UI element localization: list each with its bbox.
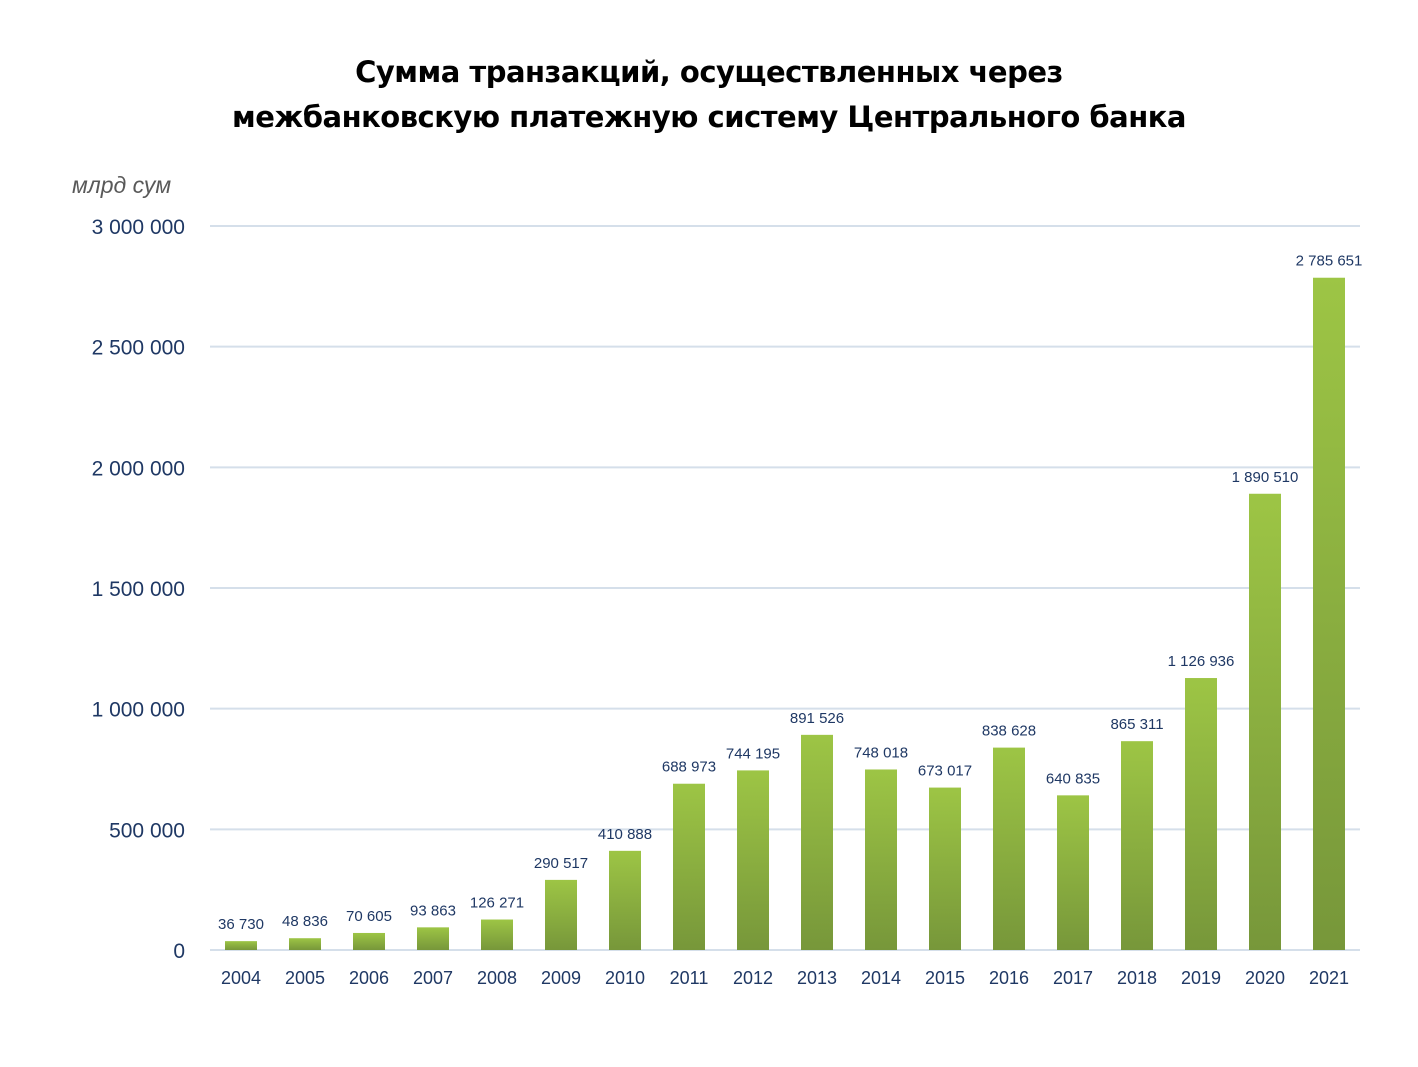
x-tick-label: 2015	[925, 968, 965, 988]
chart-title-line-1: Сумма транзакций, осуществленных через	[355, 55, 1063, 89]
x-tick-label: 2010	[605, 968, 645, 988]
bar-2006	[353, 932, 385, 950]
x-tick-label: 2004	[221, 968, 261, 988]
bar-2021	[1313, 277, 1345, 950]
y-tick-label: 500 000	[109, 819, 185, 842]
x-tick-label: 2016	[989, 968, 1029, 988]
data-label: 838 628	[982, 723, 1036, 740]
x-tick-label: 2019	[1181, 968, 1221, 988]
bar-2020	[1249, 493, 1281, 950]
x-tick-label: 2007	[413, 968, 453, 988]
x-tick-label: 2012	[733, 968, 773, 988]
bar-2005	[289, 938, 321, 950]
data-label: 290 517	[534, 855, 588, 872]
bar-2017	[1057, 795, 1089, 950]
data-label: 2 785 651	[1296, 253, 1363, 270]
bar-2018	[1121, 741, 1153, 950]
data-label: 93 863	[410, 902, 456, 919]
y-axis-unit-label: млрд сум	[72, 172, 172, 198]
data-label: 70 605	[346, 908, 392, 925]
x-tick-label: 2018	[1117, 968, 1157, 988]
bar-2009	[545, 879, 577, 950]
data-label: 891 526	[790, 710, 844, 727]
data-label: 744 195	[726, 745, 780, 762]
data-label: 640 835	[1046, 770, 1100, 787]
data-label: 748 018	[854, 744, 908, 761]
bar-2008	[481, 919, 513, 950]
x-tick-label: 2013	[797, 968, 837, 988]
bar-2007	[417, 927, 449, 950]
bar-2014	[865, 769, 897, 950]
y-tick-label: 1 000 000	[92, 699, 185, 722]
chart-title-line-2: межбанковскую платежную систему Централь…	[232, 100, 1186, 134]
data-label: 865 311	[1110, 716, 1163, 733]
y-tick-label: 3 000 000	[92, 216, 185, 239]
bar-2013	[801, 734, 833, 950]
x-tick-label: 2017	[1053, 968, 1093, 988]
data-label: 48 836	[282, 913, 328, 930]
x-tick-label: 2008	[477, 968, 517, 988]
x-tick-label: 2021	[1309, 968, 1349, 988]
bar-2015	[929, 787, 961, 950]
x-tick-label: 2009	[541, 968, 581, 988]
data-label: 410 888	[598, 826, 652, 843]
bar-2004	[225, 941, 257, 950]
bar-2010	[609, 850, 641, 950]
y-tick-label: 0	[173, 940, 185, 963]
y-tick-label: 2 500 000	[92, 337, 185, 360]
data-label: 126 271	[470, 895, 524, 912]
data-label: 36 730	[218, 916, 264, 933]
bar-2012	[737, 770, 769, 950]
x-tick-label: 2014	[861, 968, 901, 988]
bar-2019	[1185, 678, 1217, 950]
data-label: 1 126 936	[1168, 653, 1235, 670]
bar-2011	[673, 783, 705, 950]
y-tick-label: 1 500 000	[92, 578, 185, 601]
data-label: 1 890 510	[1232, 469, 1299, 486]
data-label: 688 973	[662, 759, 716, 776]
x-tick-label: 2006	[349, 968, 389, 988]
x-tick-label: 2011	[670, 968, 709, 988]
chart-title: Сумма транзакций, осуществленных через м…	[0, 50, 1418, 140]
x-tick-label: 2005	[285, 968, 325, 988]
data-label: 673 017	[918, 763, 972, 780]
y-tick-label: 2 000 000	[92, 457, 185, 480]
x-tick-label: 2020	[1245, 968, 1285, 988]
bar-2016	[993, 747, 1025, 950]
